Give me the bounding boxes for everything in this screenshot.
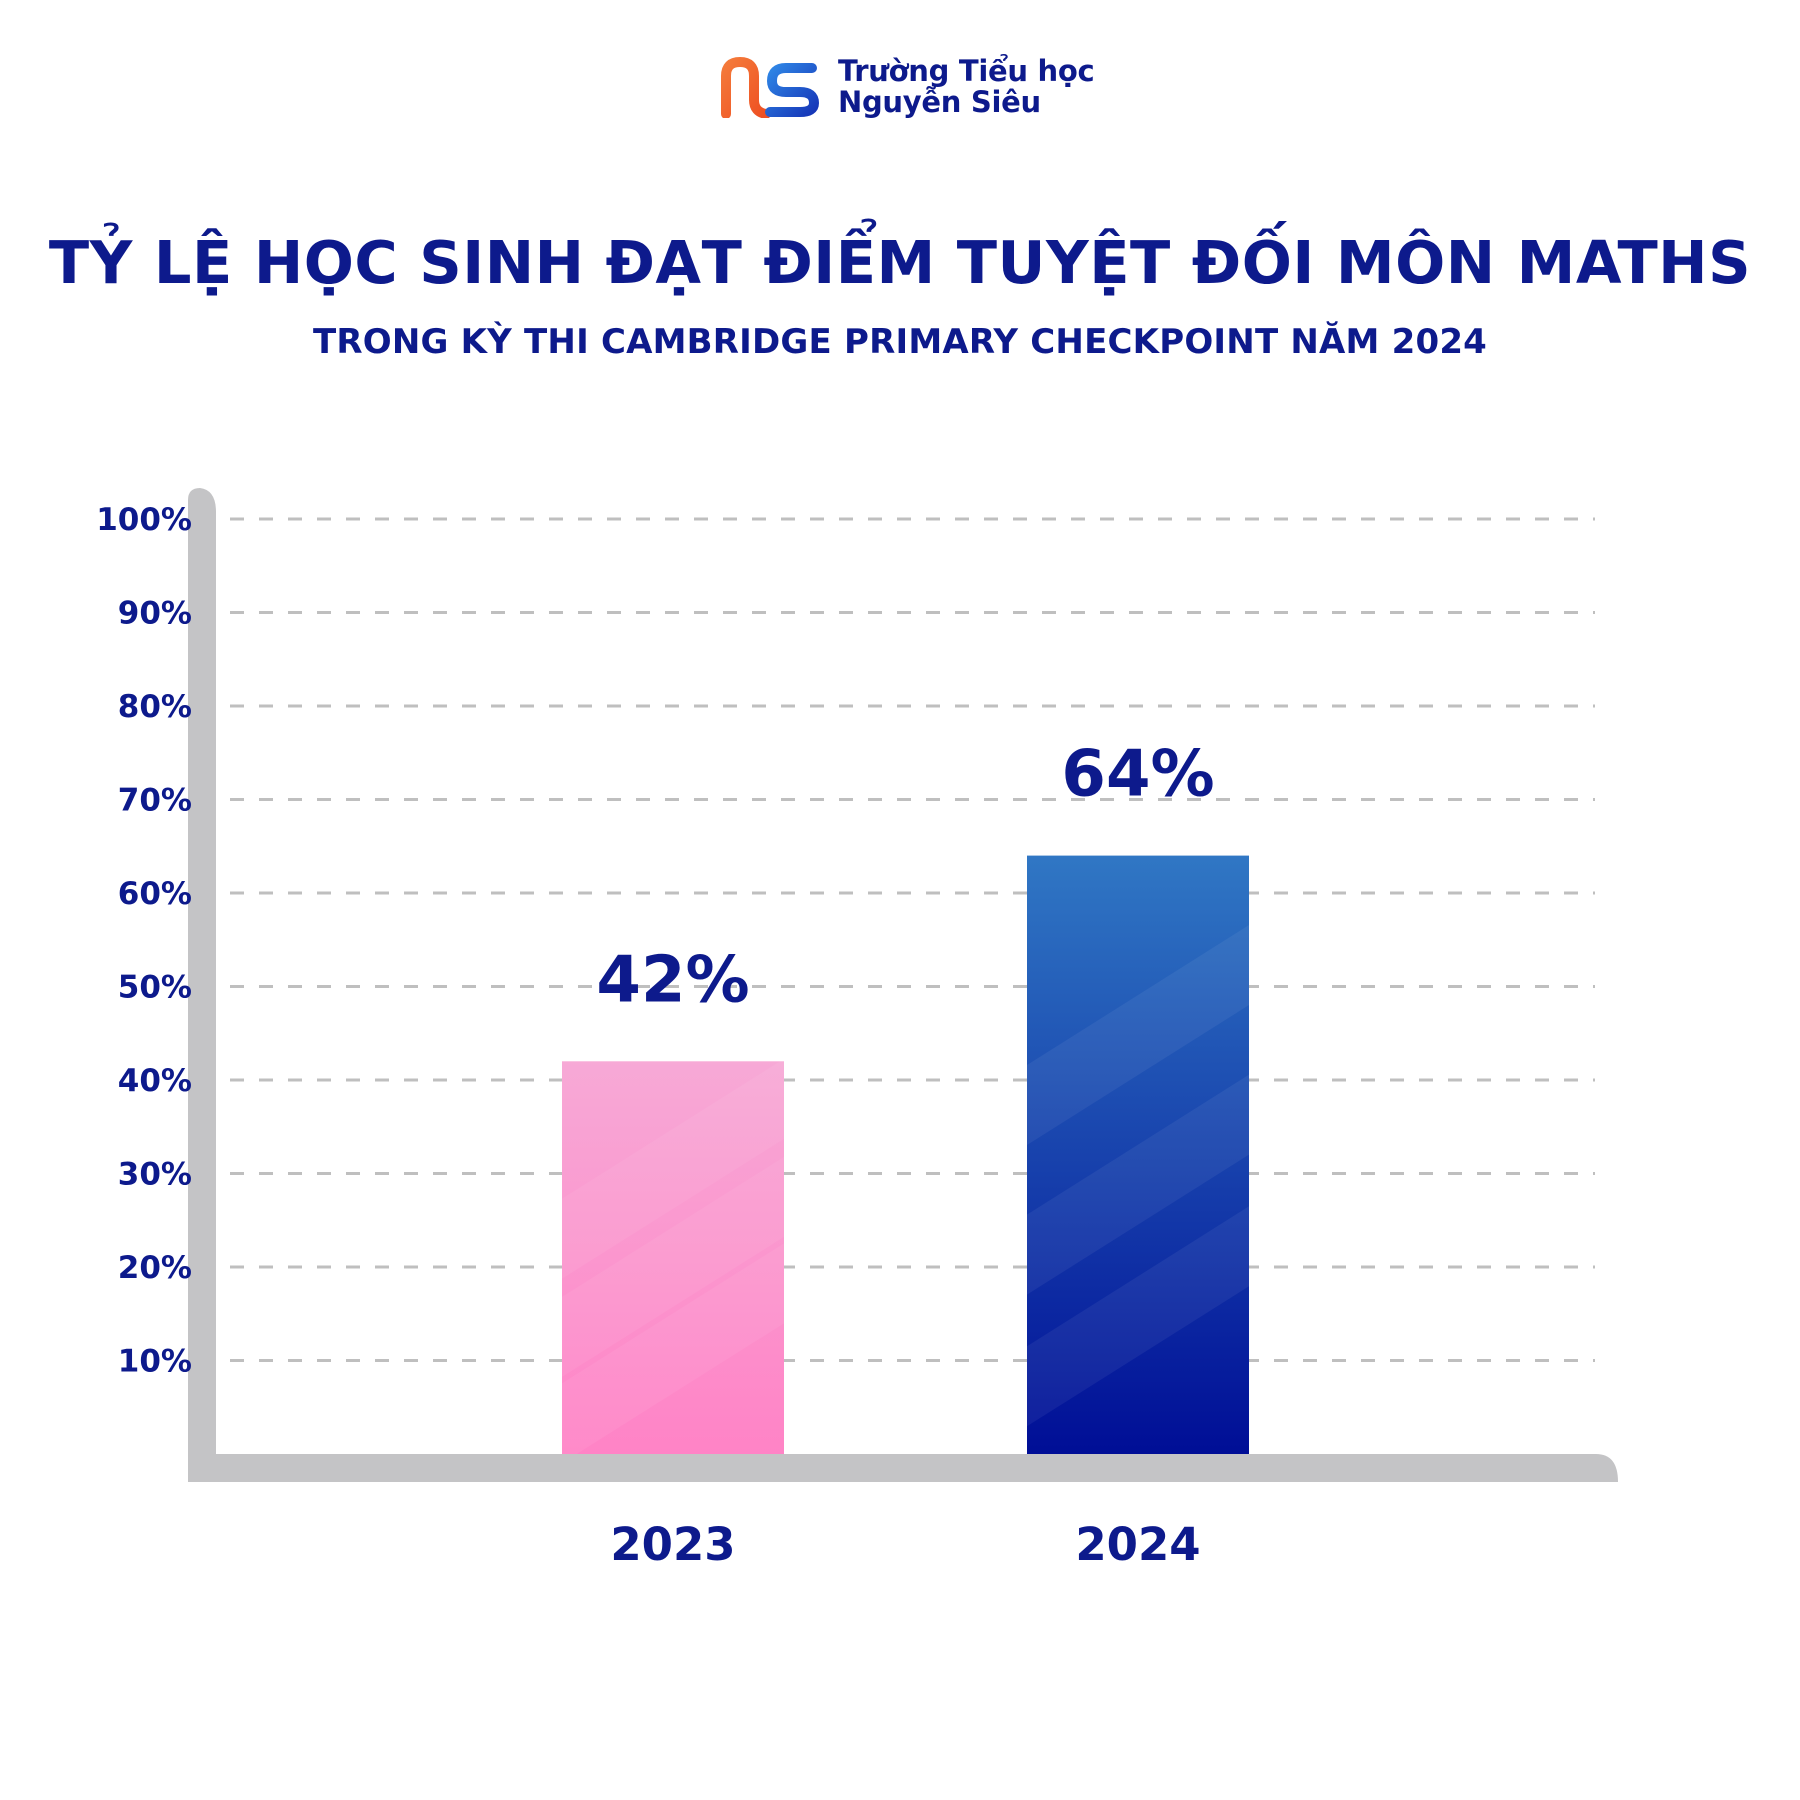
y-tick-label: 80% bbox=[118, 689, 192, 725]
bar-2024 bbox=[1027, 855, 1249, 1454]
y-tick-label: 30% bbox=[118, 1157, 192, 1193]
grid-lines bbox=[230, 517, 1595, 1362]
x-tick-label-2023: 2023 bbox=[610, 1518, 735, 1571]
brand-header: Trường Tiểu học Nguyễn Siêu bbox=[720, 52, 1095, 122]
y-tick-label: 20% bbox=[118, 1250, 192, 1286]
brand-name-line2: Nguyễn Siêu bbox=[838, 85, 1041, 119]
bar-sheen bbox=[1027, 925, 1249, 1427]
y-tick-label: 50% bbox=[118, 970, 192, 1006]
value-label-2023: 42% bbox=[596, 943, 749, 1017]
y-tick-label: 40% bbox=[118, 1063, 192, 1099]
y-tick-label: 90% bbox=[118, 596, 192, 632]
x-tick-label-2024: 2024 bbox=[1075, 1518, 1200, 1571]
ns-logo-icon bbox=[721, 57, 819, 118]
value-label-2024: 64% bbox=[1061, 738, 1214, 812]
x-category-labels: 2023 2024 bbox=[610, 1518, 1200, 1571]
bar-2023 bbox=[562, 1061, 784, 1454]
bars bbox=[562, 855, 1249, 1455]
value-labels: 42% 64% bbox=[596, 738, 1214, 1018]
brand-name-line1: Trường Tiểu học bbox=[838, 53, 1095, 88]
brand-name: Trường Tiểu học Nguyễn Siêu bbox=[838, 53, 1095, 119]
y-tick-label: 70% bbox=[118, 783, 192, 819]
chart-subtitle: TRONG KỲ THI CAMBRIDGE PRIMARY CHECKPOIN… bbox=[312, 322, 1488, 362]
y-tick-labels: 10% 20% 30% 40% 50% 60% 70% 80% 90% 100% bbox=[96, 502, 192, 1380]
y-tick-label: 10% bbox=[118, 1344, 192, 1380]
bar-sheen bbox=[562, 1061, 784, 1455]
y-tick-label: 100% bbox=[96, 502, 192, 538]
chart-title: TỶ LỆ HỌC SINH ĐẠT ĐIỂM TUYỆT ĐỐI MÔN MA… bbox=[48, 228, 1752, 297]
y-tick-label: 60% bbox=[118, 876, 192, 912]
